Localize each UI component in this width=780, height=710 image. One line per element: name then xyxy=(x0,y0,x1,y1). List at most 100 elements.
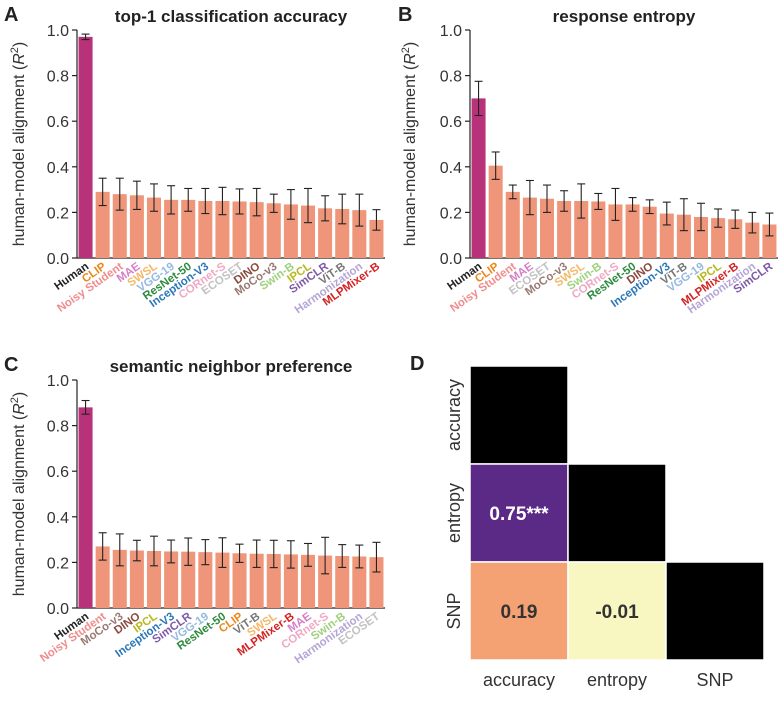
bar xyxy=(181,199,196,258)
y-axis-label-main: human-model alignment ( xyxy=(402,64,419,246)
y-axis-label-end: ) xyxy=(11,392,28,397)
heatmap-cell xyxy=(469,463,569,563)
y-tick-label: 0.4 xyxy=(440,160,462,177)
heatmap-cell xyxy=(469,365,569,465)
y-axis-label-variable: R xyxy=(402,53,419,65)
bar xyxy=(505,191,520,258)
y-axis-label-main: human-model alignment ( xyxy=(11,414,28,596)
y-tick-label: 0.8 xyxy=(47,69,69,86)
bar xyxy=(335,208,350,258)
y-tick-label: 0.8 xyxy=(440,69,462,86)
y-axis-label-variable: R xyxy=(11,403,28,415)
y-tick-label: 1.0 xyxy=(47,23,69,40)
bar xyxy=(335,556,350,608)
y-tick-label: 0.4 xyxy=(47,510,69,527)
y-tick-label: 0.6 xyxy=(47,114,69,131)
y-tick-label: 0.0 xyxy=(47,601,69,618)
bar xyxy=(198,201,213,258)
y-axis-label-superscript: 2 xyxy=(9,397,21,403)
y-axis-label-superscript: 2 xyxy=(9,47,21,53)
panel-letter: C xyxy=(4,354,18,376)
y-tick-label: 0.2 xyxy=(47,205,69,222)
panel-d: D 0.75*** 0.19 -0.01 accuracy entropy SNP accur… xyxy=(410,353,765,690)
y-axis-label-end: ) xyxy=(402,42,419,47)
y-tick-label: 1.0 xyxy=(47,373,69,390)
bar xyxy=(352,556,367,608)
bar xyxy=(369,557,384,608)
y-axis-label: human-model alignment (R2) xyxy=(9,42,28,246)
panel-letter: D xyxy=(410,353,424,375)
bar xyxy=(283,204,298,258)
bar xyxy=(215,552,230,608)
bar xyxy=(693,216,709,258)
y-axis-label-main: human-model alignment ( xyxy=(11,64,28,246)
bar xyxy=(78,36,93,259)
heatmap-column-label: accuracy xyxy=(483,670,555,690)
bar xyxy=(318,555,333,608)
bar xyxy=(266,203,281,258)
bar xyxy=(215,201,230,258)
y-axis-label-end: ) xyxy=(11,42,28,47)
heatmap-cell-value: 0.75*** xyxy=(489,504,549,525)
y-tick-label: 0.2 xyxy=(440,205,462,222)
bar xyxy=(728,219,743,258)
panel-letter: A xyxy=(4,4,18,26)
bar xyxy=(557,201,572,258)
bar xyxy=(369,219,384,258)
panel-letter: B xyxy=(398,4,412,26)
bar xyxy=(78,407,93,608)
heatmap-cell-value: 0.19 xyxy=(501,602,538,623)
bar xyxy=(676,214,691,258)
chart-title: response entropy xyxy=(553,7,696,26)
y-tick-label: 0.0 xyxy=(47,251,69,268)
bar xyxy=(574,201,589,258)
y-axis-label-superscript: 2 xyxy=(400,47,412,53)
bar xyxy=(198,552,213,608)
bar xyxy=(95,546,110,608)
bar xyxy=(488,165,503,258)
bar xyxy=(146,551,162,608)
heatmap-row-label: entropy xyxy=(444,483,464,543)
heatmap-row-label: accuracy xyxy=(444,379,464,451)
bar xyxy=(522,197,537,258)
heatmap-cell-value: -0.01 xyxy=(595,602,639,623)
heatmap-column-label: SNP xyxy=(696,670,733,690)
bar xyxy=(625,204,640,258)
heatmap-column-label: entropy xyxy=(587,670,647,690)
bar xyxy=(129,195,144,258)
heatmap-cell xyxy=(567,463,667,563)
bar xyxy=(232,201,247,258)
chart-title: semantic neighbor preference xyxy=(110,357,353,376)
y-tick-label: 0.6 xyxy=(440,114,462,131)
heatmap-cell xyxy=(665,561,765,661)
y-axis-label: human-model alignment (R2) xyxy=(9,392,28,596)
y-tick-label: 0.2 xyxy=(47,555,69,572)
bar xyxy=(608,204,623,258)
bar xyxy=(711,218,726,258)
bar xyxy=(164,551,179,608)
y-axis-label-variable: R xyxy=(11,53,28,65)
bar xyxy=(300,554,316,608)
heatmap-row-label: SNP xyxy=(444,592,464,629)
bar xyxy=(232,553,247,608)
bar xyxy=(591,201,606,258)
y-tick-label: 0.0 xyxy=(440,251,462,268)
bar xyxy=(146,197,162,258)
bar xyxy=(95,191,110,258)
bar xyxy=(129,550,144,608)
chart-title: top-1 classification accuracy xyxy=(115,7,348,26)
y-tick-label: 0.6 xyxy=(47,464,69,481)
bar xyxy=(471,98,486,259)
bar xyxy=(300,205,316,258)
y-axis-label: human-model alignment (R2) xyxy=(400,42,419,246)
y-tick-label: 1.0 xyxy=(440,23,462,40)
y-tick-label: 0.4 xyxy=(47,160,69,177)
bar xyxy=(642,206,657,258)
bar xyxy=(539,198,555,258)
y-tick-label: 0.8 xyxy=(47,419,69,436)
bar xyxy=(745,222,760,258)
bar xyxy=(112,549,127,608)
